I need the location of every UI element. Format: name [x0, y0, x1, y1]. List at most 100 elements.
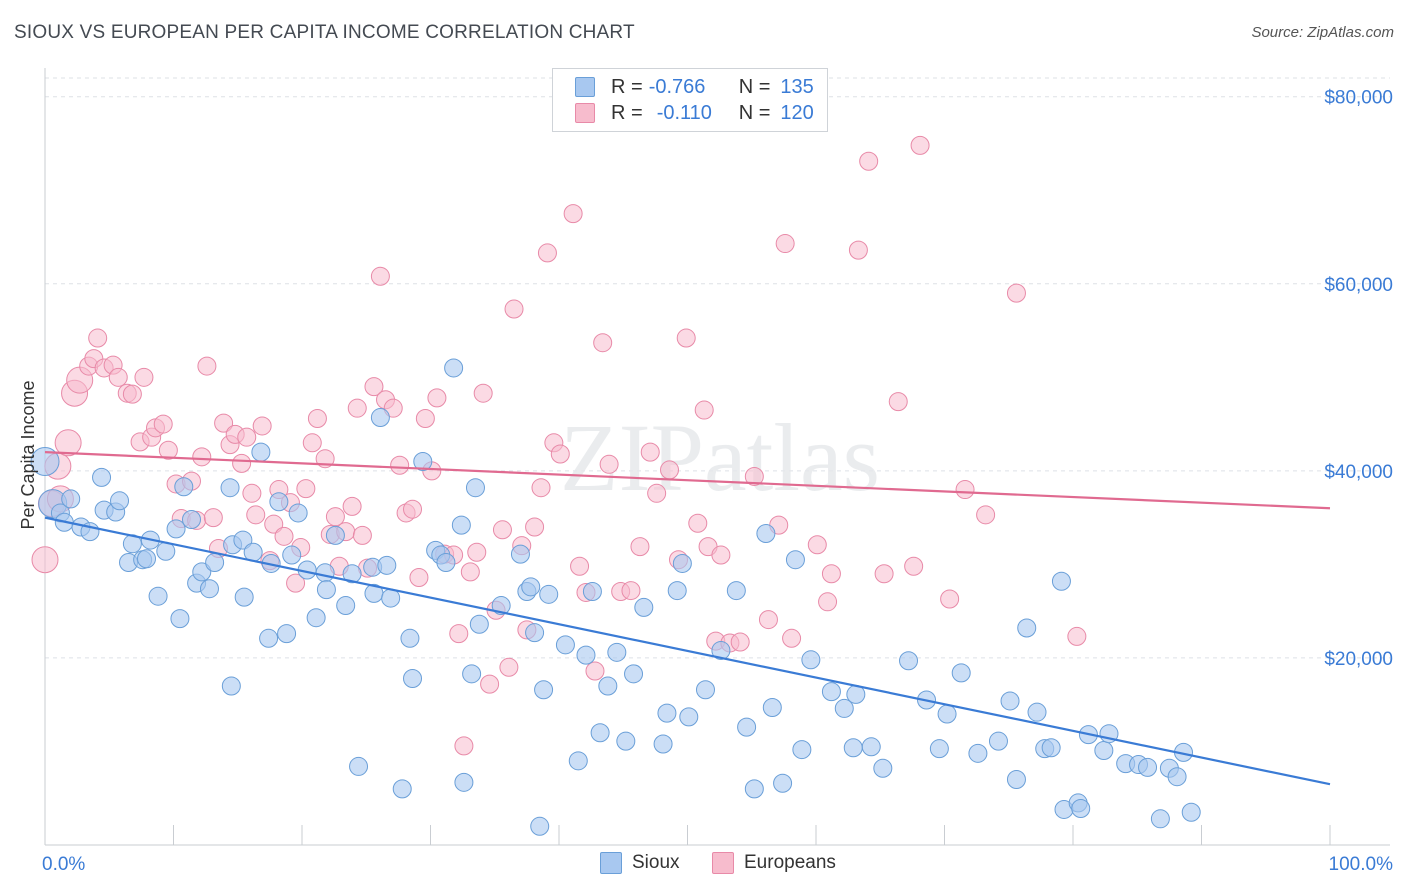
- europeans-point: [1067, 626, 1087, 646]
- europeans-point: [694, 400, 714, 420]
- sioux-point: [1167, 767, 1187, 787]
- europeans-point: [821, 564, 841, 584]
- sioux-point: [607, 642, 627, 662]
- legend-item-europeans[interactable]: Europeans: [712, 852, 836, 874]
- sioux-point: [288, 503, 308, 523]
- europeans-swatch: [575, 103, 595, 123]
- sioux-point: [1138, 757, 1158, 777]
- europeans-point: [585, 661, 605, 681]
- sioux-point: [444, 358, 464, 378]
- sioux-point: [521, 577, 541, 597]
- sioux-point: [181, 509, 201, 529]
- trend-lines: [44, 451, 1331, 786]
- stats-row-sioux: R = -0.766 N = 135: [575, 75, 814, 99]
- europeans-point: [192, 447, 212, 467]
- stats-legend: R = -0.766 N = 135 R = -0.110 N = 120: [552, 68, 828, 132]
- sioux-point: [400, 628, 420, 648]
- sioux-point: [454, 772, 474, 792]
- sioux-point: [1071, 799, 1091, 819]
- sioux-point: [192, 562, 212, 582]
- x-tick-label: 0.0%: [42, 854, 85, 875]
- tick-labels: $20,000 $40,000 $60,000 $80,000 0.0% 100.0%: [42, 88, 1393, 875]
- europeans-point: [955, 480, 975, 500]
- europeans-point: [630, 537, 650, 557]
- sioux-point: [325, 525, 345, 545]
- sioux-point: [555, 635, 575, 655]
- sioux-point: [937, 704, 957, 724]
- europeans-point: [888, 392, 908, 412]
- europeans-points: [31, 135, 1087, 756]
- europeans-point: [874, 564, 894, 584]
- europeans-point: [537, 243, 557, 263]
- europeans-point: [782, 628, 802, 648]
- europeans-point: [744, 466, 764, 486]
- sioux-point: [988, 731, 1008, 751]
- sioux-point: [756, 524, 776, 544]
- sioux-point: [451, 515, 471, 535]
- europeans-point: [246, 505, 266, 525]
- sioux-point: [137, 549, 157, 569]
- europeans-point: [640, 442, 660, 462]
- europeans-point: [499, 657, 519, 677]
- y-tick-label: $20,000: [1324, 649, 1393, 670]
- y-tick-label: $80,000: [1324, 88, 1393, 109]
- europeans-point: [460, 562, 480, 582]
- europeans-point: [274, 526, 294, 546]
- sioux-point: [530, 816, 550, 836]
- sioux-point: [951, 663, 971, 683]
- sioux-point: [259, 628, 279, 648]
- chart-title: SIOUX VS EUROPEAN PER CAPITA INCOME CORR…: [14, 22, 635, 43]
- y-axis-label: Per Capita Income: [18, 380, 38, 529]
- europeans-point: [599, 454, 619, 474]
- sioux-point: [773, 773, 793, 793]
- europeans-point: [325, 507, 345, 527]
- sioux-point: [843, 738, 863, 758]
- sioux-point: [582, 582, 602, 602]
- stats-row-europeans: R = -0.110 N = 120: [575, 101, 814, 125]
- n-label: N =: [738, 101, 771, 124]
- sioux-point: [726, 581, 746, 601]
- sioux-point: [590, 723, 610, 743]
- sioux-point: [929, 739, 949, 759]
- sioux-point: [1006, 770, 1026, 790]
- europeans-point: [252, 416, 272, 436]
- europeans-point: [550, 444, 570, 464]
- europeans-point: [237, 427, 257, 447]
- europeans-point: [621, 581, 641, 601]
- sioux-point: [861, 737, 881, 757]
- sioux-point: [899, 651, 919, 671]
- sioux-point: [657, 703, 677, 723]
- sioux-point: [762, 698, 782, 718]
- europeans-point: [531, 478, 551, 498]
- europeans-point: [232, 453, 252, 473]
- sioux-point: [465, 478, 485, 498]
- sioux-point: [392, 779, 412, 799]
- sioux-point: [1017, 618, 1037, 638]
- europeans-point: [108, 367, 128, 387]
- sioux-point: [510, 544, 530, 564]
- europeans-point: [415, 408, 435, 428]
- europeans-point: [818, 592, 838, 612]
- sioux-point: [576, 645, 596, 665]
- sioux-point: [469, 614, 489, 634]
- europeans-point: [302, 433, 322, 453]
- europeans-point: [364, 377, 384, 397]
- legend-item-sioux[interactable]: Sioux: [600, 852, 680, 874]
- europeans-point: [859, 151, 879, 171]
- europeans-point: [758, 610, 778, 630]
- sioux-point: [634, 597, 654, 617]
- n-value: 135: [780, 75, 814, 98]
- sioux-point: [821, 682, 841, 702]
- sioux-point: [199, 579, 219, 599]
- europeans-point: [563, 204, 583, 224]
- legend-label-europeans: Europeans: [744, 852, 836, 873]
- europeans-point: [492, 520, 512, 540]
- europeans-point: [480, 674, 500, 694]
- r-value: -0.110: [656, 101, 712, 124]
- sioux-point: [667, 581, 687, 601]
- sioux-point: [539, 584, 559, 604]
- europeans-point: [676, 328, 696, 348]
- europeans-point: [910, 135, 930, 155]
- sioux-point: [221, 676, 241, 696]
